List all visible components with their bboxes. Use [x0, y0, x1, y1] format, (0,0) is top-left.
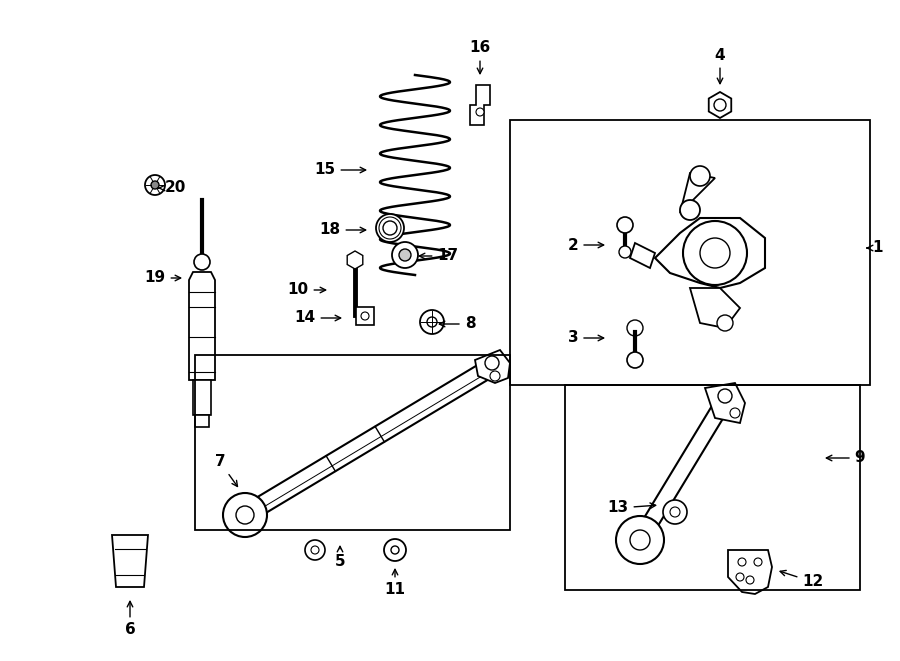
Circle shape: [717, 315, 733, 331]
Circle shape: [384, 539, 406, 561]
Circle shape: [305, 540, 325, 560]
Circle shape: [630, 530, 650, 550]
Circle shape: [485, 356, 499, 370]
Polygon shape: [690, 288, 740, 328]
Text: 2: 2: [568, 237, 604, 253]
Polygon shape: [728, 550, 772, 594]
Polygon shape: [347, 251, 363, 269]
Text: 15: 15: [314, 163, 365, 178]
Circle shape: [690, 166, 710, 186]
Circle shape: [383, 221, 397, 235]
Polygon shape: [475, 350, 510, 383]
Polygon shape: [705, 383, 745, 423]
Circle shape: [700, 238, 730, 268]
Text: 3: 3: [568, 330, 604, 346]
Bar: [565, 385, 860, 590]
Polygon shape: [356, 307, 374, 325]
Circle shape: [151, 181, 159, 189]
Circle shape: [311, 546, 319, 554]
Text: 14: 14: [294, 311, 341, 325]
Polygon shape: [630, 243, 655, 268]
Text: 8: 8: [439, 317, 475, 332]
Bar: [195, 355, 510, 530]
Text: 18: 18: [320, 223, 365, 237]
Circle shape: [738, 558, 746, 566]
Circle shape: [730, 408, 740, 418]
Circle shape: [680, 200, 700, 220]
Polygon shape: [470, 85, 490, 125]
Circle shape: [627, 352, 643, 368]
Text: 10: 10: [287, 282, 326, 297]
Circle shape: [194, 254, 210, 270]
Text: 4: 4: [715, 48, 725, 84]
Circle shape: [476, 108, 484, 116]
Circle shape: [718, 389, 732, 403]
Circle shape: [236, 506, 254, 524]
Text: 5: 5: [335, 547, 346, 570]
Circle shape: [392, 242, 418, 268]
Circle shape: [714, 99, 726, 111]
Circle shape: [420, 310, 444, 334]
Text: 11: 11: [384, 569, 406, 598]
Text: 17: 17: [419, 249, 459, 264]
Polygon shape: [655, 218, 765, 288]
Text: 12: 12: [780, 570, 824, 590]
Circle shape: [736, 573, 744, 581]
Text: 19: 19: [144, 270, 181, 286]
Circle shape: [391, 546, 399, 554]
Polygon shape: [680, 173, 715, 213]
Circle shape: [754, 558, 762, 566]
Bar: [510, 120, 870, 385]
Circle shape: [663, 500, 687, 524]
Polygon shape: [189, 272, 215, 380]
Polygon shape: [112, 535, 148, 587]
Circle shape: [490, 371, 500, 381]
Text: 9: 9: [826, 451, 865, 465]
Text: 7: 7: [215, 455, 238, 486]
Circle shape: [361, 312, 369, 320]
Polygon shape: [195, 415, 209, 427]
Polygon shape: [708, 92, 732, 118]
Polygon shape: [193, 380, 211, 415]
Text: 20: 20: [158, 180, 185, 196]
Circle shape: [223, 493, 267, 537]
Circle shape: [376, 214, 404, 242]
Text: 16: 16: [470, 40, 490, 73]
Circle shape: [399, 249, 411, 261]
Circle shape: [145, 175, 165, 195]
Text: 13: 13: [608, 500, 656, 516]
Circle shape: [619, 246, 631, 258]
Text: 6: 6: [124, 602, 135, 637]
Circle shape: [670, 507, 680, 517]
Circle shape: [617, 217, 633, 233]
Circle shape: [683, 221, 747, 285]
Circle shape: [616, 516, 664, 564]
Circle shape: [746, 576, 754, 584]
Text: 1: 1: [867, 241, 883, 256]
Circle shape: [427, 317, 437, 327]
